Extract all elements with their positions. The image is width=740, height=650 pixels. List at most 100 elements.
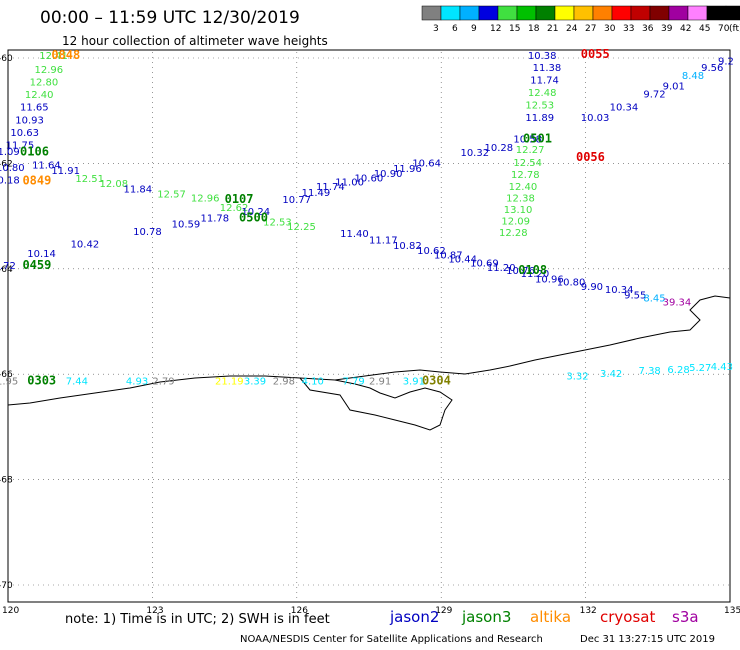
pass-time-label: 0108 [518,263,547,277]
legend-tick-label: 45 [699,24,710,34]
swh-label: 12.48 [528,88,557,99]
swh-label: 8.45 [643,293,665,304]
swh-label: 10.64 [412,159,441,170]
legend-tick-label: 24 [566,24,578,34]
swh-label: 9.72 [0,261,16,272]
legend-tick-label: 21 [547,24,558,34]
swh-label: 12.08 [99,179,128,190]
swh-label: 11.96 [393,164,422,175]
swh-label: 12.96 [191,193,220,204]
swh-label: 10.90 [374,169,403,180]
swh-observations: 12.4112.9612.8012.4011.6510.9310.6311.75… [0,51,734,388]
swh-label: 10.14 [27,249,56,260]
pass-time-labels: 0848 0849 0106 0107 0500 0459 0501 0055 0056 0108… [20,47,610,388]
swh-label: 11.38 [533,63,562,74]
pass-time-label: 0107 [225,192,254,206]
legend-swatch [668,5,689,21]
swh-label: 39.34 [663,298,692,309]
legend-swatch [421,5,442,21]
swh-label: 10.59 [172,220,201,231]
swh-label: 7.38 [639,366,661,377]
swh-label: 10.63 [10,128,39,139]
pass-time-label: 0106 [20,144,49,158]
swh-label: 10.80 [557,278,586,289]
swh-label: 6.28 [667,365,689,376]
legend-tick-label: 3 [433,24,439,34]
swh-label: 11.84 [124,184,153,195]
satellite-legend-jason2: jason2 [390,608,440,626]
page-subtitle: 12 hour collection of altimeter wave hei… [62,34,328,48]
pass-time-label: 0303 [27,374,56,388]
legend-tick-label: 15 [509,24,520,34]
swh-label: 8.48 [682,71,704,82]
swh-label: 9.01 [663,82,685,93]
coastline [7,295,731,431]
pass-time-label: 0055 [581,47,610,61]
swh-label: 9.72 [643,90,665,101]
legend-swatch [687,5,708,21]
legend-tick-label: 6 [452,24,458,34]
coastline-path [7,295,731,406]
swh-label: 11.78 [201,213,230,224]
swh-label: 11.74 [530,75,559,86]
swh-label: 10.18 [0,175,20,186]
pass-time-label: 0500 [239,210,268,224]
lat-label: -60 [0,54,13,64]
swh-label: 7.44 [66,377,88,388]
swh-label: 12.78 [511,170,540,181]
satellite-legend-cryosat: cryosat [600,608,656,626]
swh-label: 12.25 [287,222,316,233]
swh-label: 11.00 [335,178,364,189]
legend-tick-label: 9 [471,24,477,34]
swh-label: 4.10 [302,377,324,388]
swh-label: 7.79 [343,377,365,388]
swh-label: 11.74 [316,182,345,193]
ice-shelf-outline [299,377,453,431]
legend-swatch [535,5,556,21]
swh-label: 10.69 [470,259,499,270]
swh-label: 12.40 [25,90,54,101]
swh-label: 10.44 [448,254,477,265]
swh-label: 12.28 [499,228,528,239]
swh-label: 10.34 [610,103,639,114]
footer-timestamp: Dec 31 13:27:15 UTC 2019 [580,634,715,645]
swh-label: 10.58 [513,134,542,145]
graticule [8,52,730,602]
swh-label: 10.82 [393,241,422,252]
swh-label: 4.43 [711,362,733,373]
legend-tick-label: 70 [718,24,730,34]
pass-time-label: 0501 [523,131,552,145]
swh-label: 11.49 [302,188,331,199]
swh-label: 2.91 [369,377,391,388]
map-frame [7,49,731,603]
swh-label: 10.78 [133,227,162,238]
satellite-legend-s3a: s3a [672,608,699,626]
swh-label: 11.40 [340,229,369,240]
swh-label: 11.20 [487,263,516,274]
pass-time-label: 0849 [22,173,51,187]
swh-label: 12.38 [506,193,535,204]
legend-tick-label: 42 [680,24,691,34]
lon-label: 126 [291,606,308,616]
swh-label: 10.34 [605,285,634,296]
swh-label: 12.62 [220,203,249,214]
footer-note: note: 1) Time is in UTC; 2) SWH is in fe… [65,612,330,627]
legend-tick-label: 12 [490,24,501,34]
legend-tick-label: 18 [528,24,540,34]
legend-swatch [630,5,651,21]
footer-credit: NOAA/NESDIS Center for Satellite Applica… [240,634,543,645]
pass-time-label: 0304 [422,374,451,388]
legend-swatch [611,5,632,21]
swh-label: 12.80 [30,77,59,88]
legend-swatch [440,5,461,21]
legend-swatch [706,5,727,21]
legend-swatch [459,5,480,21]
swh-label: 1.95 [0,377,18,388]
swh-label: 12.53 [263,218,292,229]
pass-time-label: 0459 [22,258,51,272]
lat-label: -70 [0,581,13,591]
lat-label: -62 [0,159,13,169]
lon-label: 132 [580,606,597,616]
swh-label: 3.42 [600,369,622,380]
